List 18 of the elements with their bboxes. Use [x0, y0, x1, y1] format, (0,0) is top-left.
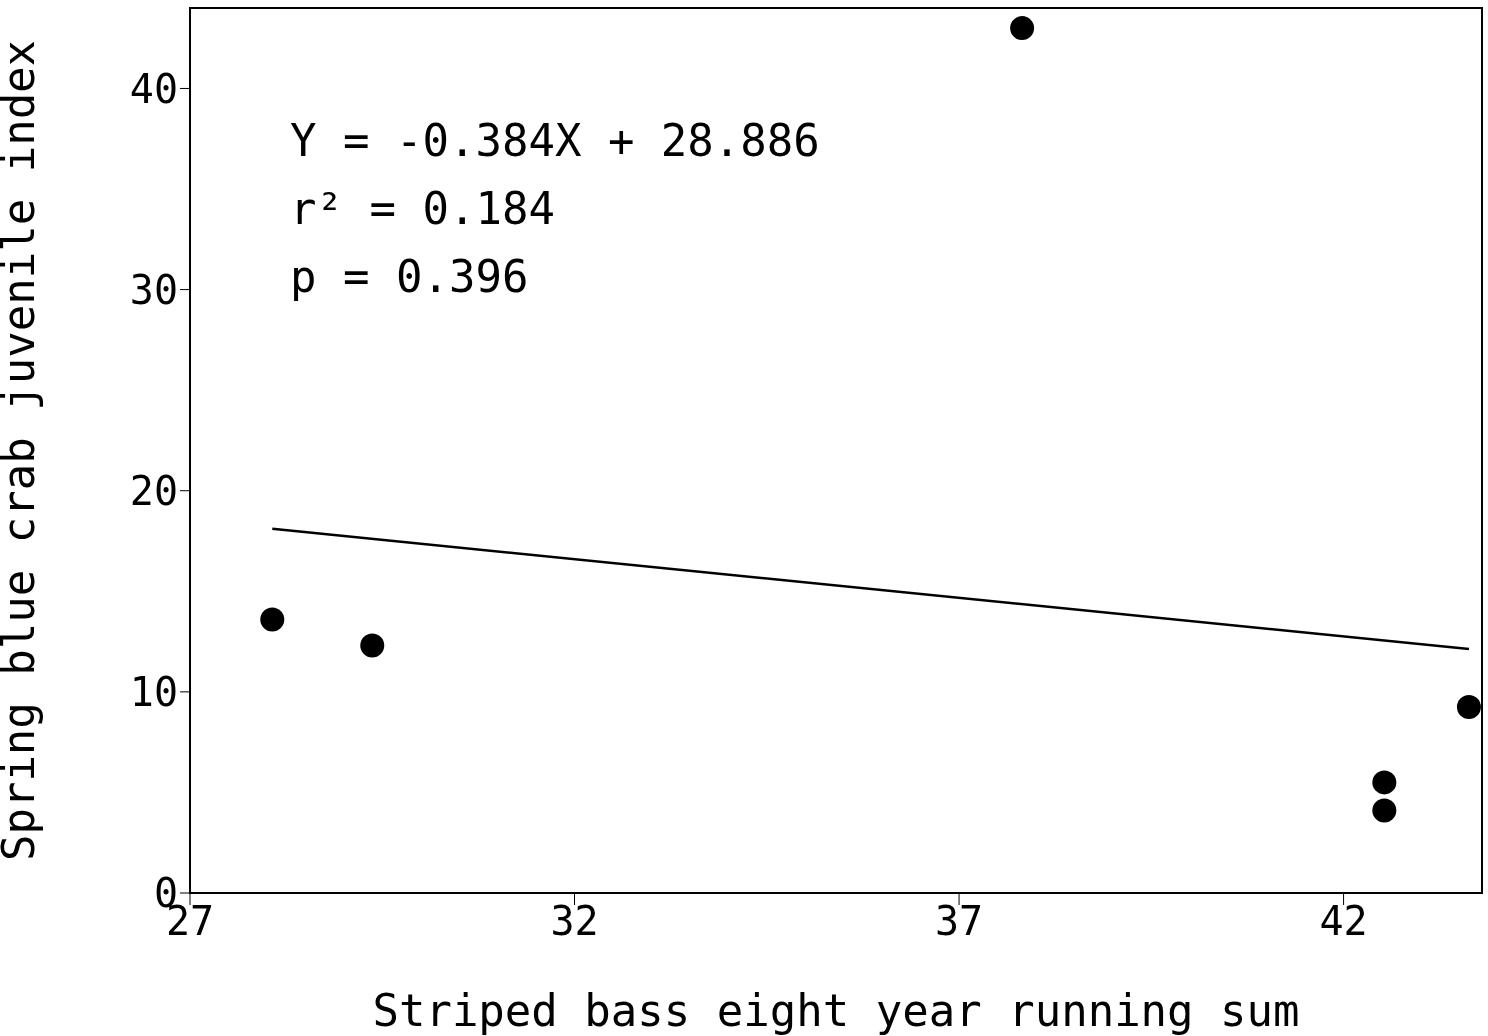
y-tick-label: 40	[129, 65, 178, 112]
x-tick-label: 32	[550, 898, 599, 945]
y-tick-label: 30	[129, 266, 178, 313]
annotation: Y = -0.384X + 28.886	[290, 115, 820, 166]
y-tick-label: 10	[129, 669, 178, 716]
annotation: r² = 0.184	[290, 183, 555, 234]
y-tick-label: 20	[129, 467, 178, 514]
x-tick-label: 42	[1319, 898, 1368, 945]
point	[1456, 694, 1481, 719]
point	[1372, 798, 1397, 823]
x-axis-title: Striped bass eight year running sum	[372, 985, 1300, 1036]
point	[1372, 770, 1397, 795]
point	[1010, 16, 1035, 41]
annotation: p = 0.396	[290, 251, 529, 302]
y-axis-title: Spring blue crab juvenile index	[0, 39, 44, 862]
point	[360, 633, 385, 658]
x-tick-label: 37	[934, 898, 984, 945]
point	[260, 607, 285, 632]
